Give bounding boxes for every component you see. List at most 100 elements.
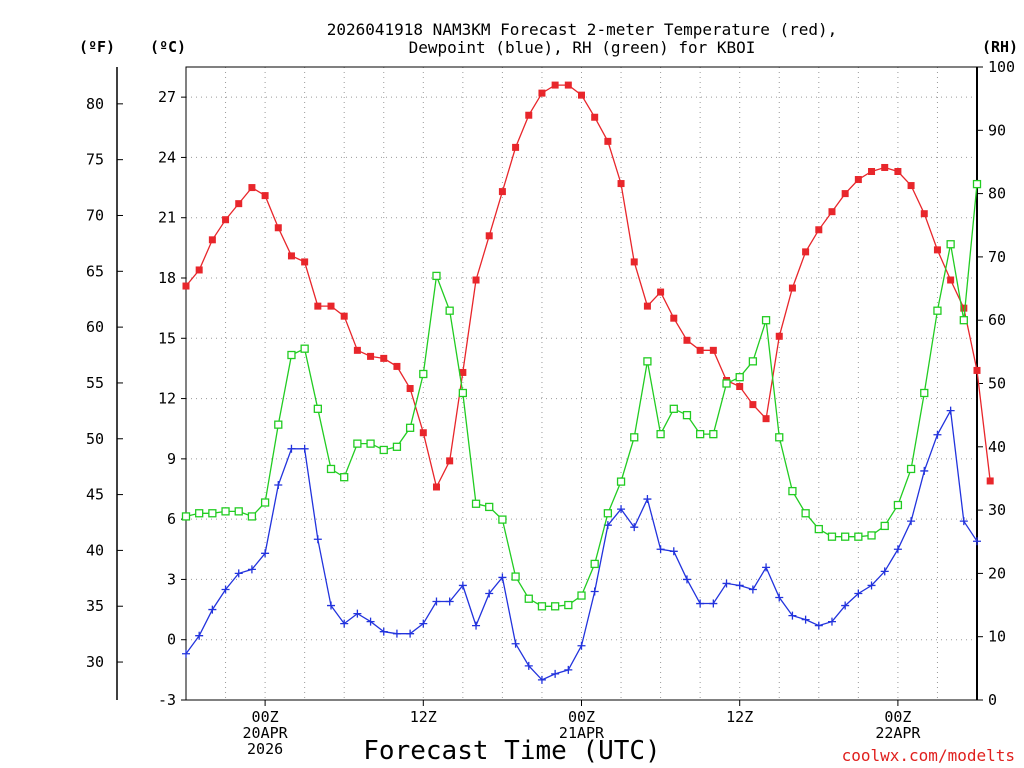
dewpoint-point [247, 565, 256, 574]
dewpoint-point [524, 661, 533, 670]
temperature-point [419, 429, 427, 437]
dewpoint-point [893, 545, 902, 554]
rh-point [722, 379, 731, 388]
temperature-point [630, 258, 638, 266]
rh-point [195, 509, 204, 518]
dewpoint-point [379, 627, 388, 636]
data-series [181, 81, 994, 684]
temperature-point [446, 457, 454, 465]
rh-point [893, 500, 903, 510]
temperature-point [933, 246, 941, 254]
rh-tick-label: 20 [988, 564, 1006, 582]
temperature-point [459, 368, 467, 376]
dewpoint-point [854, 589, 863, 598]
rh-point [643, 357, 652, 366]
dewpoint-point [827, 617, 836, 626]
temperature-point [894, 167, 902, 175]
rh-tick-label: 80 [988, 185, 1006, 203]
dewpoint-point [340, 619, 349, 628]
rh-point [867, 531, 876, 540]
temperature-point [406, 385, 414, 393]
dewpoint-point [392, 629, 401, 638]
x-axis-title: Forecast Time (UTC) [363, 736, 660, 766]
dewpoint-point [656, 545, 665, 554]
temperature-point [525, 111, 533, 119]
dewpoint-point [880, 567, 889, 576]
temperature-point [854, 176, 862, 184]
rh-point [498, 515, 507, 524]
rh-point [761, 316, 771, 325]
temperature-point [643, 302, 651, 310]
rh-point [933, 306, 942, 315]
rh-point [524, 594, 533, 603]
temperature-point [736, 383, 744, 391]
dewpoint-point [617, 505, 626, 514]
rh-point [656, 429, 665, 439]
x-tick-label: 21APR [559, 724, 605, 742]
temperature-point [881, 163, 889, 171]
dewpoint-point [353, 609, 362, 618]
temperature-point [498, 188, 506, 196]
rh-point [208, 509, 217, 518]
temperature-point [802, 248, 810, 256]
rh-point [696, 429, 705, 439]
rh-point [920, 388, 929, 398]
celsius-tick-label: 6 [167, 510, 176, 528]
temperature-point [472, 276, 480, 284]
temperature-point [973, 366, 981, 374]
rh-point [709, 429, 718, 439]
dewpoint-point [261, 549, 270, 558]
dewpoint-point [682, 575, 691, 584]
temperature-point [578, 91, 585, 99]
dewpoint-point [630, 523, 639, 532]
rh-point [669, 404, 678, 413]
dewpoint-point [973, 537, 981, 546]
temperature-point [564, 81, 572, 89]
rh-point [801, 509, 810, 518]
dewpoint-point [762, 563, 771, 572]
dewpoint-point [933, 430, 942, 439]
rh-point [260, 498, 270, 507]
rh-point [775, 433, 784, 442]
temperature-point [380, 354, 388, 362]
rh-point [748, 357, 758, 366]
rh-point [827, 532, 837, 541]
temperature-point [208, 236, 216, 244]
dewpoint-point [709, 599, 718, 608]
temperature-point [696, 346, 704, 354]
rh-point [841, 532, 850, 541]
dewpoint-point [735, 581, 744, 590]
fahrenheit-tick-label: 40 [86, 541, 104, 559]
temperature-point [762, 415, 770, 423]
dewpoint-point [669, 547, 678, 556]
dewpoint-point [537, 675, 546, 684]
fahrenheit-axis-unit: (ºF) [79, 38, 115, 56]
temperature-point [512, 143, 520, 151]
chart-axes [116, 66, 983, 706]
fahrenheit-tick-label: 35 [86, 597, 104, 615]
dewpoint-point [788, 611, 797, 620]
rh-point [458, 388, 468, 398]
dewpoint-point [590, 587, 599, 596]
rh-point [537, 602, 547, 611]
temperature-point [591, 113, 599, 121]
dewpoint-point [366, 617, 375, 626]
rh-point [313, 404, 322, 413]
rh-point [353, 439, 362, 448]
dewpoint-point [564, 665, 573, 674]
rh-point [603, 509, 613, 518]
rh-point [906, 464, 916, 474]
temperature-point [775, 332, 783, 340]
rh-tick-label: 10 [988, 628, 1006, 646]
rh-point [630, 433, 639, 442]
temperature-point [327, 302, 335, 310]
rh-point [550, 602, 560, 611]
temperature-point [195, 266, 203, 274]
celsius-axis-unit: (ºC) [150, 38, 186, 56]
dewpoint-point [432, 597, 441, 606]
temperature-point [432, 483, 440, 491]
temperature-point [235, 200, 243, 208]
rh-tick-label: 60 [988, 311, 1006, 329]
temperature-point [287, 252, 295, 260]
rh-point [392, 442, 402, 451]
